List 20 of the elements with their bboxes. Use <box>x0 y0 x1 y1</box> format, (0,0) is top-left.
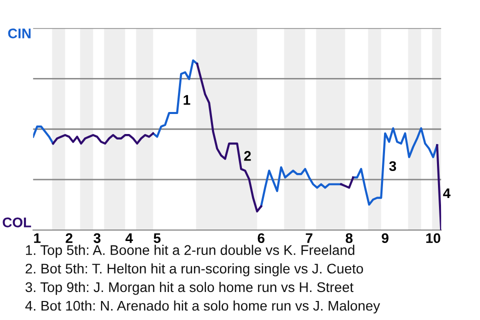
text: CIN <box>8 28 31 38</box>
x-tick-label: 2 <box>66 233 72 243</box>
annotation: 1 <box>184 95 190 105</box>
text: COL <box>2 218 32 228</box>
x-tick-label: 1 <box>34 233 41 243</box>
x-tick-label: 10 <box>426 233 440 244</box>
annotation: 3 <box>389 161 396 172</box>
text: 1. Top 5th: A. Boone hit a 2-run double vs K. Freeland <box>26 244 354 258</box>
x-tick-label: 5 <box>154 233 161 244</box>
text: 2. Bot 5th: T. Helton hit a run-scoring single vs J. Cueto <box>26 263 364 276</box>
x-tick-label: 4 <box>125 233 133 243</box>
x-tick-label: 9 <box>382 233 388 244</box>
x-tick-label: 7 <box>306 233 312 243</box>
x-tick-label: 8 <box>346 233 353 244</box>
text: 4. Bot 10th: N. Arenado hit a solo home run vs J. Maloney <box>25 300 380 314</box>
text: 3. Top 9th: J. Morgan hit a solo home run vs H. Street <box>25 282 354 295</box>
annotation: 2 <box>244 151 251 161</box>
text: 4 <box>443 188 451 198</box>
x-tick-label: 3 <box>94 233 100 244</box>
x-tick-label: 6 <box>258 233 264 244</box>
